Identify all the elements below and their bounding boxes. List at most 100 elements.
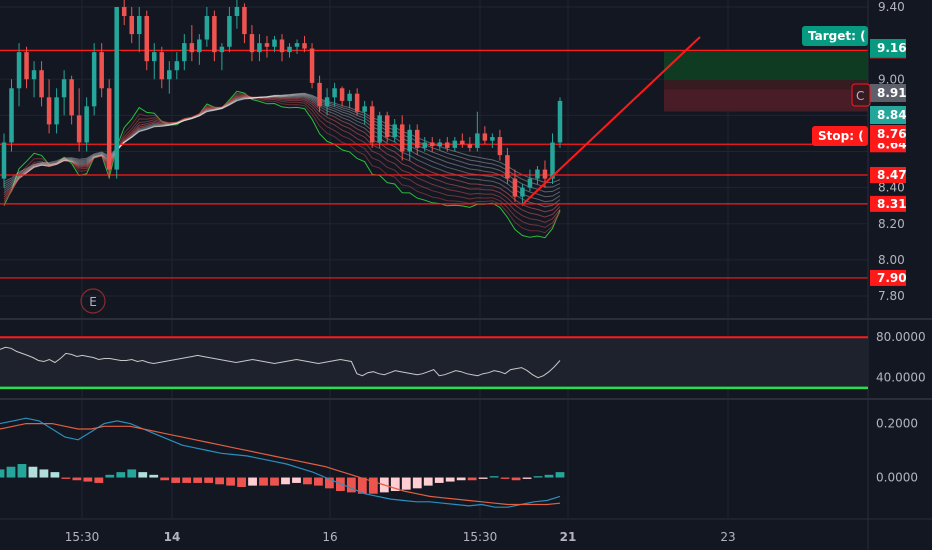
macd-hist-bar-9 [94,477,104,483]
candle-65 [490,133,495,148]
macd-hist-bar-10 [105,474,115,478]
candle-body-62 [467,144,473,148]
candle-13 [99,43,104,98]
candle-body-66 [497,137,503,156]
macd-pane[interactable]: 0.2000 0.0000 [0,417,918,508]
rsi-tick-1: 40.0000 [876,371,926,385]
candle-body-17 [129,16,134,35]
candle-44 [332,82,337,107]
candle-body-30 [227,16,232,47]
ma-ribbon-line-9 [3,93,561,193]
stop-label: Stop: ( [812,126,868,146]
candle-body-72 [542,169,548,179]
candle-body-50 [377,115,382,143]
candle-body-37 [279,39,285,53]
candle-body-44 [332,88,337,98]
stop-zone [664,89,868,112]
earnings-marker: E [80,288,106,314]
price-pane[interactable]: E [0,0,868,314]
macd-hist-bar-20 [215,477,224,485]
level-tag-label-3: 8.31 [877,197,907,211]
candle-69 [520,184,525,206]
price-axis[interactable]: 9.409.008.408.208.007.809.168.648.478.31… [870,0,907,303]
candle-body-73 [550,142,555,179]
candle-body-28 [212,16,217,53]
macd-tick-1: 0.0000 [876,471,918,485]
time-axis[interactable]: 15:30 14 16 15:30 21 23 [65,530,736,544]
candle-body-69 [520,187,525,197]
candle-body-22 [167,70,172,80]
macd-hist-bar-40 [434,477,444,483]
candle-30 [227,7,232,53]
candle-body-39 [294,43,300,47]
macd-hist-bar-15 [160,477,170,481]
price-tick-5: 7.80 [878,289,905,303]
candle-45 [339,86,345,107]
candle-body-13 [99,52,104,89]
candle-body-64 [482,133,488,141]
candle-body-55 [414,129,420,148]
candle-67 [505,147,510,185]
candle-20 [152,43,157,80]
macd-hist-bar-32 [346,477,356,493]
macd-hist-bar-0 [0,469,5,478]
macd-hist-bar-13 [138,472,148,478]
stop-label-text: Stop: ( [818,129,864,143]
level-tag-label-2: 8.47 [877,168,907,182]
candle-56 [422,137,428,152]
candle-27 [204,7,210,47]
macd-hist-bar-22 [237,477,246,487]
candle-58 [437,138,443,150]
candle-body-23 [174,61,180,71]
candle-body-61 [460,140,465,145]
time-tick-5: 23 [720,530,735,544]
price-tag-0: 9.16 [870,39,907,57]
macd-hist-bar-26 [281,477,290,485]
candle-28 [212,10,217,62]
candle-71 [535,165,540,185]
macd-hist-bar-14 [149,474,159,478]
candle-38 [287,43,292,58]
macd-hist-bar-45 [489,476,499,478]
candle-34 [257,34,262,62]
ma-ribbon-line-11 [3,92,561,183]
candle-51 [384,111,390,143]
candle-37 [279,34,285,62]
candle-body-38 [287,46,292,53]
price-tick-0: 9.40 [878,0,905,14]
candle-body-51 [384,115,390,138]
candle-body-16 [121,7,127,17]
candle-23 [174,52,180,80]
candle-24 [182,34,187,71]
candle-5 [39,61,44,107]
macd-hist-bar-41 [445,477,455,482]
candle-body-56 [422,142,428,148]
macd-hist-bar-29 [314,477,323,486]
entry-marker: C [851,83,871,107]
macd-hist-bar-43 [467,477,477,481]
candle-body-35 [264,43,270,47]
candle-body-63 [475,133,480,148]
price-tag-label-3: 8.76 [877,127,907,141]
macd-hist-bar-48 [522,477,532,479]
candle-body-10 [76,115,82,143]
macd-hist-bar-36 [390,477,400,492]
macd-hist-bar-25 [270,477,279,486]
candle-body-47 [354,93,360,112]
macd-hist-bar-33 [357,477,367,494]
ma-ribbon-line-8 [3,94,561,198]
candle-14 [106,79,112,179]
candle-74 [557,97,563,148]
candle-body-18 [136,16,142,35]
candle-33 [249,25,255,62]
macd-hist-bar-11 [116,472,126,478]
level-tag-bg-4 [870,269,906,286]
rsi-pane[interactable]: 80.0000 40.0000 [0,330,926,390]
candle-body-74 [557,100,563,143]
macd-hist-bar-1 [6,466,16,478]
candle-16 [121,0,127,26]
earnings-marker-label: E [89,295,97,309]
rsi-line [0,346,561,379]
candle-body-7 [54,97,59,125]
